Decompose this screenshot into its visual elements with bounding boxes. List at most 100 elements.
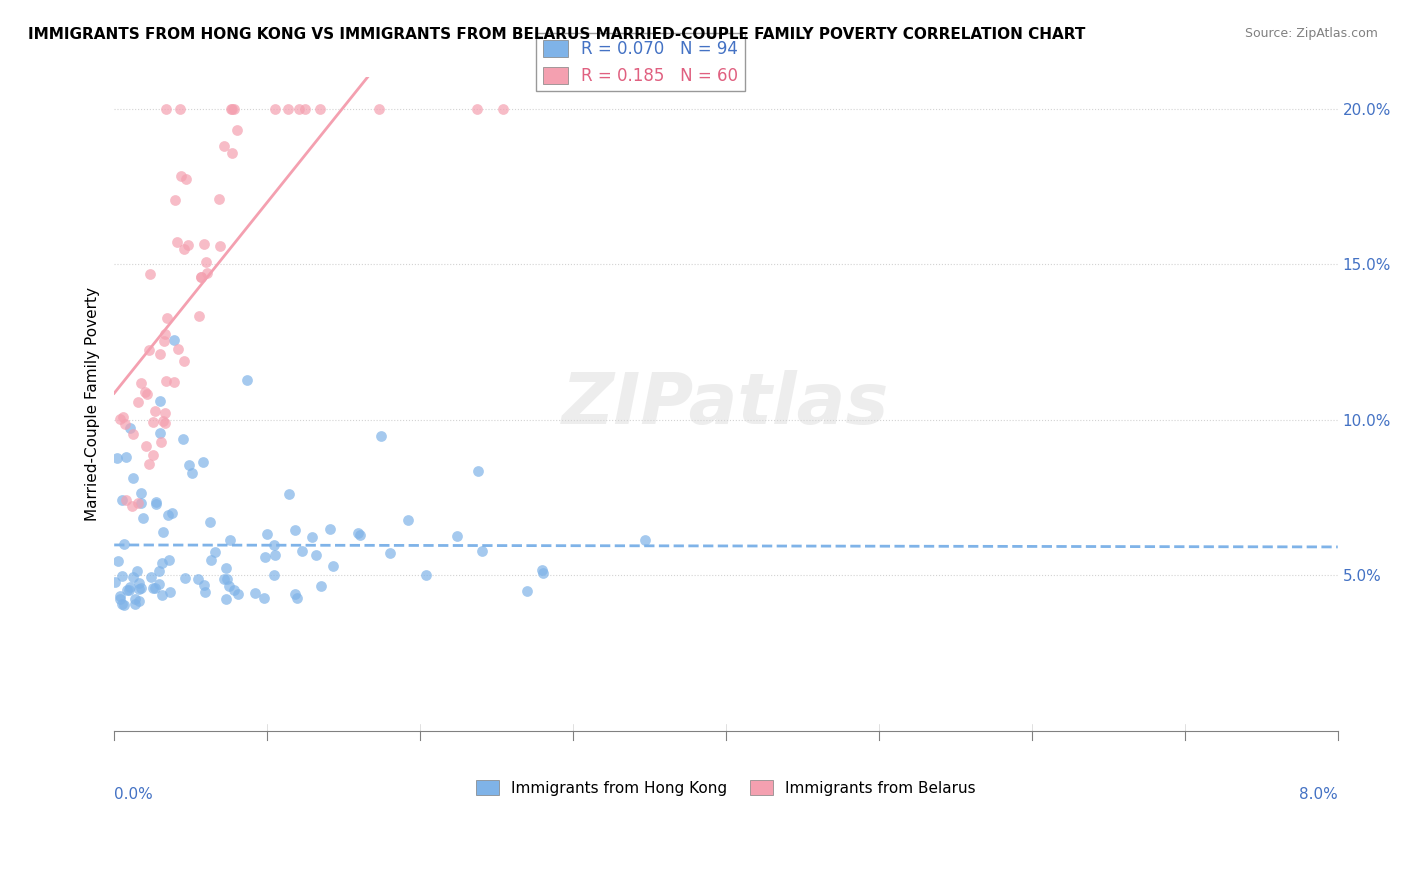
Point (219, 533, 242, 547)
Point (155, 375, 177, 389)
Point (139, 267, 162, 281)
Point (128, 593, 150, 607)
Point (172, 432, 194, 446)
Point (368, 102, 391, 116)
Point (256, 526, 278, 541)
Point (163, 375, 186, 389)
Point (198, 515, 221, 529)
Point (125, 564, 148, 578)
Point (193, 236, 215, 251)
Point (633, 533, 655, 547)
Point (136, 387, 159, 401)
Point (194, 585, 217, 599)
Point (108, 412, 131, 426)
Point (215, 592, 238, 607)
Point (516, 584, 538, 599)
Point (145, 495, 167, 509)
Point (145, 497, 167, 511)
Point (215, 560, 238, 574)
Point (212, 572, 235, 586)
Point (319, 522, 342, 536)
Point (264, 548, 287, 562)
Point (226, 123, 249, 137)
Point (219, 102, 242, 116)
Point (305, 548, 328, 562)
Point (212, 139, 235, 153)
Point (121, 471, 143, 485)
Point (190, 269, 212, 284)
Point (200, 553, 222, 567)
Point (277, 102, 299, 116)
Point (124, 597, 146, 611)
Point (308, 102, 330, 116)
Point (107, 554, 129, 568)
Point (157, 553, 180, 567)
Point (253, 549, 276, 564)
Text: Source: ZipAtlas.com: Source: ZipAtlas.com (1244, 27, 1378, 40)
Point (129, 486, 152, 500)
Point (129, 582, 152, 596)
Point (195, 266, 218, 280)
Point (131, 496, 153, 510)
Point (222, 102, 245, 116)
Point (142, 581, 165, 595)
Point (121, 427, 143, 442)
Point (177, 458, 200, 472)
Point (204, 545, 226, 559)
Point (132, 510, 155, 524)
Point (112, 410, 135, 425)
Point (157, 508, 180, 523)
Point (177, 238, 200, 252)
Point (135, 439, 157, 453)
Point (465, 102, 488, 116)
Point (128, 576, 150, 591)
Point (187, 572, 209, 586)
Point (163, 194, 186, 208)
Point (278, 487, 301, 501)
Point (492, 102, 515, 116)
Text: ZIPatlas: ZIPatlas (562, 369, 890, 439)
Point (415, 568, 437, 582)
Point (170, 169, 193, 183)
Point (166, 235, 188, 250)
Point (471, 544, 494, 558)
Point (163, 333, 186, 347)
Point (110, 597, 132, 611)
Point (112, 598, 135, 612)
Legend: Immigrants from Hong Kong, Immigrants from Belarus: Immigrants from Hong Kong, Immigrants fr… (470, 773, 981, 802)
Point (153, 326, 176, 341)
Point (148, 564, 170, 578)
Point (190, 270, 212, 285)
Point (236, 373, 259, 387)
Point (149, 347, 172, 361)
Point (222, 583, 245, 598)
Point (221, 102, 243, 116)
Point (145, 404, 167, 418)
Point (111, 493, 134, 508)
Point (446, 529, 468, 543)
Point (139, 570, 162, 584)
Point (284, 523, 307, 537)
Point (346, 526, 368, 541)
Point (159, 584, 181, 599)
Point (378, 546, 401, 560)
Point (152, 414, 174, 428)
Point (301, 530, 323, 544)
Point (173, 353, 195, 368)
Point (467, 464, 489, 478)
Point (174, 571, 197, 585)
Point (138, 343, 160, 358)
Point (148, 576, 170, 591)
Point (127, 395, 149, 409)
Point (228, 587, 250, 601)
Point (167, 342, 190, 356)
Point (149, 435, 172, 450)
Point (160, 506, 183, 520)
Point (134, 384, 156, 399)
Point (208, 192, 231, 206)
Point (191, 455, 214, 469)
Point (396, 513, 419, 527)
Point (285, 591, 308, 605)
Point (153, 417, 176, 431)
Point (245, 586, 267, 600)
